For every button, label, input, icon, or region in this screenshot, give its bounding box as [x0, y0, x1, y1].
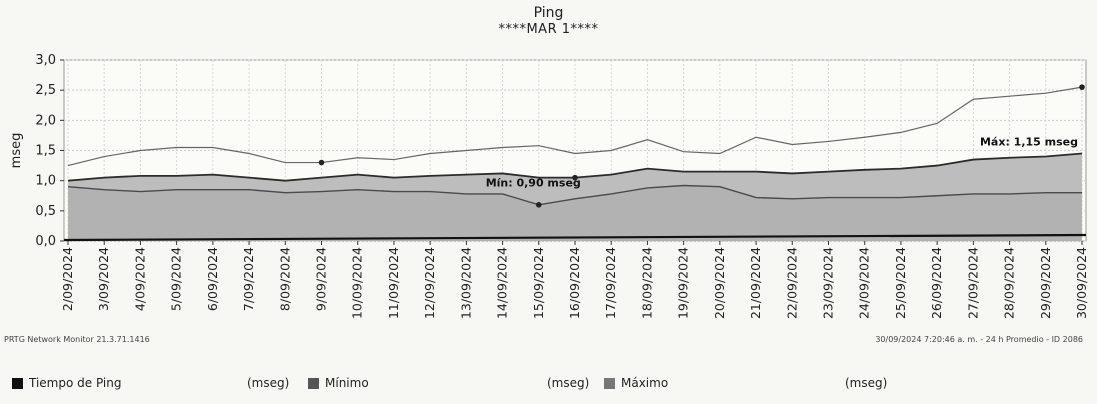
annotation-min: Mín: 0,90 mseg	[486, 177, 581, 190]
x-tick-label: 11/09/2024	[386, 247, 401, 319]
legend-unit-ping: (mseg)	[247, 376, 290, 390]
x-tick-label: 19/09/2024	[676, 247, 691, 319]
y-tick-label: 0,0	[35, 234, 56, 249]
legend-unit-max: (mseg)	[845, 376, 888, 390]
x-tick-label: 22/09/2024	[784, 247, 799, 319]
x-tick-label: 29/09/2024	[1038, 247, 1053, 319]
footer-timestamp: 30/09/2024 7:20:46 a. m. - 24 h Promedio…	[875, 335, 1083, 344]
legend-label-max: Máximo	[621, 376, 669, 390]
y-tick-label: 1,0	[35, 174, 56, 189]
data-point-marker	[1079, 84, 1085, 90]
footer-version: PRTG Network Monitor 21.3.71.1416	[4, 335, 150, 344]
legend-swatch-min	[308, 377, 319, 389]
data-point-marker	[572, 174, 578, 181]
x-tick-label: 4/09/2024	[132, 247, 147, 311]
y-tick-label: 1,5	[35, 144, 56, 159]
y-tick-label: 2,5	[35, 83, 56, 98]
x-tick-label: 16/09/2024	[567, 247, 582, 319]
x-tick-label: 23/09/2024	[821, 247, 836, 319]
y-tick-label: 3,0	[35, 53, 56, 68]
baseline-line	[63, 233, 1087, 242]
x-tick-label: 12/09/2024	[422, 247, 437, 319]
series-area-minimo	[68, 185, 1082, 241]
x-tick-label: 30/09/2024	[1074, 247, 1089, 319]
data-point-marker	[318, 159, 325, 166]
x-tick-label: 17/09/2024	[603, 247, 618, 319]
x-tick-label: 14/09/2024	[495, 247, 510, 319]
annotation-max: Máx: 1,15 mseg	[980, 136, 1078, 149]
x-tick-label: 21/09/2024	[748, 247, 763, 319]
chart-title: Ping	[533, 5, 564, 21]
x-tick-label: 13/09/2024	[458, 247, 473, 319]
x-tick-label: 27/09/2024	[965, 247, 980, 319]
x-tick-label: 28/09/2024	[1002, 247, 1017, 319]
legend-label-ping: Tiempo de Ping	[29, 376, 122, 390]
legend-item-min: Mínimo	[308, 376, 369, 390]
legend-swatch-max	[604, 377, 615, 389]
x-tick-label: 26/09/2024	[929, 247, 944, 319]
x-tick-label: 24/09/2024	[857, 247, 872, 319]
x-tick-label: 25/09/2024	[893, 247, 908, 319]
legend-item-ping: Tiempo de Ping	[12, 376, 121, 390]
legend-label-min: Mínimo	[325, 376, 369, 390]
x-tick-label: 15/09/2024	[531, 247, 546, 319]
data-point-marker	[535, 202, 542, 208]
chart-subtitle: ****MAR 1****	[498, 22, 599, 37]
x-tick-label: 20/09/2024	[712, 247, 727, 319]
x-tick-label: 7/09/2024	[241, 247, 256, 311]
ping-chart: 0,0 0,5 1,0 1,5 2,0 2,5 3,0 2/09/2024 3/09/2024 4…	[9, 53, 1089, 319]
legend-item-max: Máximo	[604, 376, 668, 390]
x-tick-label: 8/09/2024	[277, 247, 292, 311]
x-tick-label: 10/09/2024	[350, 247, 365, 319]
y-tick-label: 2,0	[35, 113, 56, 128]
legend: Tiempo de Ping (mseg) Mínimo (mseg) Máxi…	[0, 376, 1097, 398]
x-tick-label: 18/09/2024	[639, 247, 654, 319]
x-tick-label: 6/09/2024	[205, 247, 220, 311]
x-tick-label: 9/09/2024	[314, 247, 329, 311]
x-tick-label: 3/09/2024	[96, 247, 111, 311]
series-line-minimo	[67, 184, 1082, 206]
y-axis-label: mseg	[9, 133, 24, 169]
series-line-maximo	[67, 86, 1083, 167]
legend-unit-min: (mseg)	[547, 376, 590, 390]
x-tick-label: 2/09/2024	[60, 247, 75, 311]
legend-swatch-ping	[12, 377, 23, 389]
y-tick-label: 0,5	[35, 204, 56, 219]
x-tick-label: 5/09/2024	[169, 247, 184, 311]
